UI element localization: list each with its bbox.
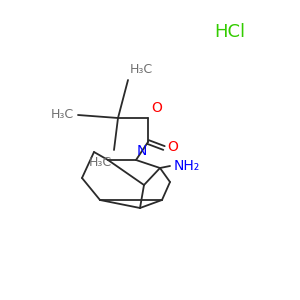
- Text: H₃C: H₃C: [89, 156, 112, 169]
- Text: H₃C: H₃C: [51, 107, 74, 121]
- Text: HCl: HCl: [214, 23, 246, 41]
- Text: O: O: [167, 140, 178, 154]
- Text: O: O: [151, 101, 162, 115]
- Text: NH₂: NH₂: [174, 159, 200, 173]
- Text: H₃C: H₃C: [130, 63, 153, 76]
- Text: N: N: [137, 144, 147, 158]
